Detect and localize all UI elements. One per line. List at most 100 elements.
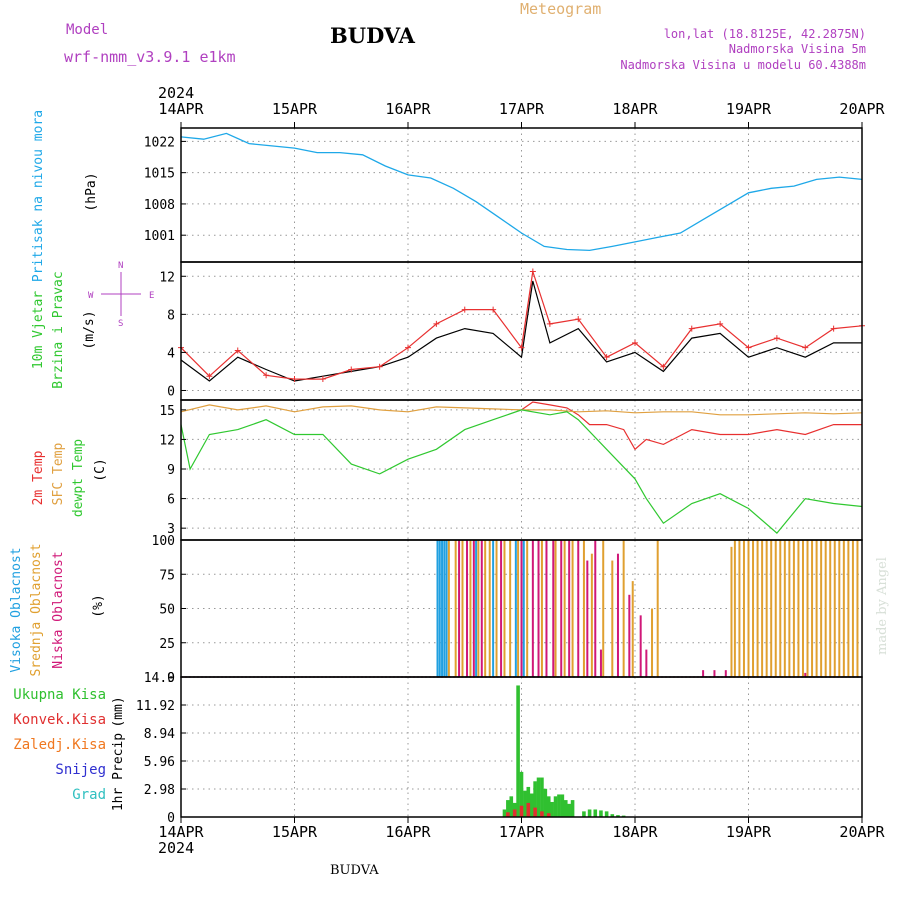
bar-precip-total (550, 801, 554, 817)
bar-cloud-mid (488, 540, 491, 677)
lonlat-label: lon,lat (18.8125E, 42.2875N) (664, 27, 866, 41)
bar-precip-total (516, 685, 520, 817)
bar-cloud-low (466, 540, 469, 677)
gust-marker (461, 306, 468, 313)
bar-cloud-high (438, 540, 441, 677)
gust-marker (348, 366, 355, 373)
y-tick-label: 75 (159, 568, 175, 583)
bar-cloud-low (724, 670, 727, 677)
gust-marker (291, 376, 298, 383)
bar-precip-conv (546, 813, 551, 817)
y-tick-label: 0 (167, 671, 175, 686)
bar-cloud-high (443, 540, 446, 677)
location-title: BUDVA (330, 23, 416, 48)
gust-marker (830, 325, 837, 332)
sfc-temp-axis-label: SFC Temp (51, 443, 66, 506)
x-tick-label-top: 15APR (272, 100, 318, 118)
pressure-unit-label: (hPa) (84, 172, 99, 211)
temp2m-axis-label: 2m Temp (31, 450, 46, 505)
wind-unit-label: (m/s) (82, 310, 97, 349)
y-tick-label: 1001 (144, 229, 175, 244)
bar-cloud-mid (838, 540, 841, 677)
bar-cloud-mid (484, 540, 487, 677)
bar-precip-total (604, 811, 609, 817)
precip-legend-entry: Grad (72, 787, 106, 803)
precip-legend-entry: Zaledj.Kisa (13, 737, 106, 753)
bar-cloud-mid (842, 540, 845, 677)
y-tick-label: 11.92 (136, 699, 175, 714)
bar-precip-conv (533, 807, 537, 817)
high-cloud-axis-label: Visoka Oblacnost (9, 547, 24, 672)
gust-marker (263, 372, 270, 379)
bar-cloud-mid (526, 540, 529, 677)
mid-cloud-axis-label: Srednja Oblacnost (29, 543, 44, 676)
bar-cloud-mid (747, 540, 750, 677)
cloud-unit-label: (%) (91, 594, 106, 617)
bar-cloud-mid (738, 540, 741, 677)
marks-layer (178, 132, 865, 817)
year-bottom: 2024 (158, 839, 194, 857)
bar-precip-total (563, 800, 568, 817)
bar-cloud-mid (770, 540, 773, 677)
bar-cloud-mid (779, 540, 782, 677)
bar-cloud-mid (563, 540, 566, 677)
gust-marker (603, 354, 610, 361)
y-tick-label: 2.98 (144, 783, 175, 798)
y-tick-label: 1022 (144, 135, 175, 150)
bar-precip-total (587, 809, 592, 817)
bar-cloud-mid (761, 540, 764, 677)
series-line-temperature-2m (521, 401, 862, 451)
bar-cloud-high (445, 540, 448, 677)
bar-precip-conv (526, 802, 531, 817)
bar-cloud-mid (611, 560, 614, 677)
bar-cloud-mid (461, 540, 464, 677)
wind-axis-label: 10m Vjetar (31, 291, 46, 369)
x-tick-label-bottom: 15APR (272, 823, 318, 841)
bar-cloud-low (639, 615, 642, 677)
temp-unit-label: (C) (93, 458, 108, 481)
compass-e-label: E (149, 291, 154, 301)
bar-cloud-mid (851, 540, 854, 677)
y-tick-label: 14.9 (144, 671, 175, 686)
bar-cloud-mid (824, 540, 827, 677)
bar-cloud-high (522, 540, 525, 677)
bar-cloud-low (520, 540, 523, 677)
bar-cloud-low (545, 540, 548, 677)
bar-cloud-high (514, 540, 517, 677)
y-tick-label: 8 (167, 308, 175, 323)
bar-precip-total (543, 788, 548, 817)
bar-cloud-mid (788, 540, 791, 677)
bar-cloud-low (560, 540, 563, 677)
gust-marker (773, 335, 780, 342)
bar-cloud-mid (774, 540, 777, 677)
y-tick-label: 5.96 (144, 755, 175, 770)
bar-cloud-mid (756, 540, 759, 677)
bar-precip-total (567, 803, 571, 817)
bar-cloud-mid (792, 540, 795, 677)
bar-cloud-mid (477, 540, 480, 677)
series-line-wind-speed (180, 280, 862, 382)
bar-precip-total (523, 790, 527, 817)
bar-cloud-low (568, 540, 571, 677)
dewpt-axis-label: dewpt Temp (71, 439, 86, 517)
bar-precip-total (593, 809, 598, 817)
bar-precip-total (502, 809, 507, 817)
bar-cloud-mid (651, 608, 654, 677)
bar-precip-total (582, 811, 586, 817)
bar-cloud-mid (856, 540, 859, 677)
bar-cloud-low (586, 560, 589, 677)
gust-marker (234, 347, 241, 354)
bar-cloud-low (628, 594, 631, 677)
bar-cloud-mid (582, 540, 585, 677)
gust-marker (575, 316, 582, 323)
bar-cloud-high (492, 540, 495, 677)
precip-unit-label: (mm) (111, 696, 126, 727)
y-tick-label: 25 (159, 637, 175, 652)
bar-cloud-mid (811, 540, 814, 677)
y-tick-label: 50 (159, 603, 175, 618)
model-label: Model (66, 22, 108, 38)
gust-marker (376, 363, 383, 370)
bar-cloud-mid (469, 540, 472, 677)
bar-cloud-mid (730, 546, 733, 677)
model-elevation-label: Nadmorska Visina u modelu 60.4388m (620, 58, 866, 72)
